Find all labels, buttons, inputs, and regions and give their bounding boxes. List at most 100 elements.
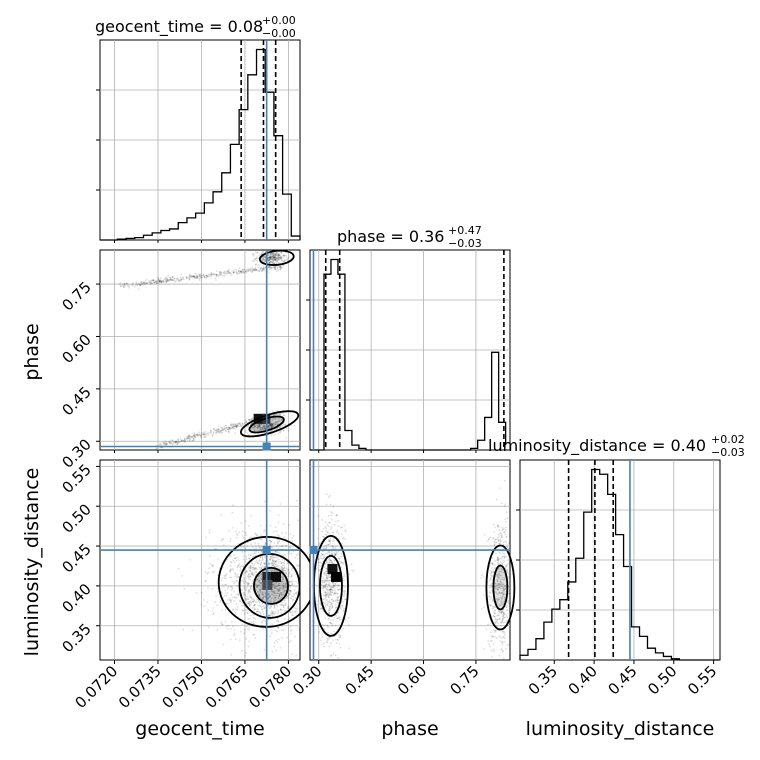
panel-luminosity-distance-vs-phase-point [489,584,492,586]
panel-luminosity-distance-vs-geocent-time-point [282,609,284,612]
panel-luminosity-distance-vs-geocent-time-point [267,599,270,602]
panel-luminosity-distance-vs-geocent-time-point [273,591,276,593]
panel-luminosity-distance-vs-phase-point [500,581,503,584]
panel-luminosity-distance-vs-geocent-time-point [240,545,242,548]
panel-luminosity-distance-vs-phase-frame [309,459,511,661]
panel-phase-vs-geocent-time-point [272,256,274,258]
panel-luminosity-distance-vs-phase-point [493,631,496,634]
panel-phase-vs-geocent-time-point [241,268,244,271]
panel-phase-vs-geocent-time-point [168,279,171,282]
panel-luminosity-distance-vs-phase-point [327,601,329,603]
panel-luminosity-distance-vs-geocent-time-point [245,586,248,589]
panel-phase-vs-geocent-time-point [279,426,281,429]
panel-luminosity-distance-vs-phase-point [328,562,331,564]
panel-luminosity-distance-vs-geocent-time-point [234,608,237,610]
panel-luminosity-distance-vs-phase-point [500,574,502,577]
panel-luminosity-distance-vs-geocent-time-point [213,612,215,614]
panel-luminosity-distance-vs-phase-point [338,558,341,560]
panel-luminosity-distance-vs-phase-point [332,600,335,602]
panel-luminosity-distance-vs-phase-point [495,573,498,576]
panel-luminosity-distance-vs-phase-point [500,610,503,613]
y-axis-label-luminosity-distance: luminosity_distance [21,468,43,657]
panel-luminosity-distance-vs-phase-point [352,569,355,572]
panel-phase-vs-geocent-time-point [171,443,174,446]
panel-phase-vs-geocent-time-point [227,428,229,431]
panel-luminosity-distance-vs-geocent-time-point [229,555,232,558]
panel-luminosity-distance-vs-geocent-time-point [259,555,262,558]
panel-luminosity-distance-vs-geocent-time-point [247,645,250,648]
panel-luminosity-distance-vs-phase-point [493,615,495,618]
panel-luminosity-distance-vs-geocent-time-point [257,562,259,565]
panel-luminosity-distance-vs-phase-point [334,603,337,606]
panel-luminosity-distance-vs-phase-point [323,624,325,627]
panel-luminosity-distance-vs-phase-point [334,553,337,556]
panel-luminosity-distance-vs-phase-point [502,587,504,589]
panel-phase-vs-geocent-time-point [279,258,282,260]
panel-phase-vs-geocent-time-point [193,432,196,434]
panel-phase-vs-geocent-time-point [221,427,224,430]
panel-phase-vs-geocent-time-point [258,269,260,272]
xtick-label-luminosity-distance-0: 0.35 [525,662,561,698]
panel-phase-vs-geocent-time-point [215,279,217,281]
panel-phase-vs-geocent-time-point [203,275,206,277]
panel-luminosity-distance-vs-phase-point [326,604,329,606]
panel-luminosity-distance-vs-phase-point [328,540,331,542]
panel-phase-vs-geocent-time-point [156,280,159,283]
panel-luminosity-distance-vs-geocent-time-point [289,612,292,614]
panel-luminosity-distance-vs-phase-point [497,557,499,559]
panel-luminosity-distance-vs-geocent-time-point [269,558,271,560]
panel-luminosity-distance-vs-phase-point [495,587,498,590]
panel-luminosity-distance-vs-geocent-time-point [287,569,289,572]
panel-luminosity-distance-vs-phase-point [337,592,339,595]
panel-luminosity-distance-vs-geocent-time-point [242,555,245,557]
panel-luminosity-distance-vs-geocent-time-point [272,590,274,593]
panel-luminosity-distance-vs-phase-point [328,584,331,586]
panel-luminosity-distance-vs-geocent-time-point [260,550,263,553]
panel-luminosity-distance-vs-geocent-time-point [253,606,256,609]
panel-phase-vs-geocent-time-point [275,257,277,259]
panel-phase-vs-geocent-time-point [132,283,134,286]
panel-luminosity-distance-vs-geocent-time-point [274,585,277,588]
panel-phase-vs-geocent-time-point [155,280,157,283]
panel-phase-vs-geocent-time-point [263,261,266,263]
panel-luminosity-distance-vs-phase-point [494,629,497,632]
panel-phase-vs-geocent-time-point [198,273,201,276]
panel-luminosity-distance-vs-phase-point [333,593,335,596]
panel-luminosity-distance-vs-phase-point [332,589,334,592]
panel-luminosity-distance-vs-geocent-time-point [227,598,230,601]
panel-luminosity-distance-vs-geocent-time-point [273,586,276,589]
panel-luminosity-distance-vs-geocent-time-point [246,583,249,585]
panel-luminosity-distance-vs-geocent-time-point [231,588,234,590]
panel-phase-vs-geocent-time-point [273,256,276,258]
panel-luminosity-distance-vs-phase-point [321,633,323,635]
panel-luminosity-distance-vs-phase-point [325,570,327,573]
panel-luminosity-distance-vs-phase-point [342,610,345,612]
panel-phase-vs-geocent-time-point [192,439,195,442]
panel-luminosity-distance-vs-geocent-time-point [287,574,290,577]
panel-luminosity-distance-vs-geocent-time-point [274,596,276,599]
panel-phase-vs-geocent-time-point [262,424,265,427]
panel-luminosity-distance-vs-geocent-time-point [248,603,251,606]
panel-luminosity-distance-vs-geocent-time-point [285,570,287,573]
panel-luminosity-distance-vs-phase-point [505,614,508,617]
panel-luminosity-distance-vs-phase-point [490,574,492,577]
panel-phase-vs-geocent-time-point [270,422,273,425]
panel-luminosity-distance-vs-geocent-time-point [237,564,240,567]
panel-luminosity-distance-vs-phase-point [500,574,502,577]
panel-phase-vs-geocent-time-point [242,270,245,273]
panel-luminosity-distance-vs-geocent-time-point [272,557,274,559]
panel-phase-vs-geocent-time-point [189,274,191,276]
panel-phase-vs-geocent-time-point [268,256,271,259]
panel-luminosity-distance-vs-geocent-time-point [291,536,293,539]
panel-phase-vs-geocent-time-point [165,442,168,445]
panel-luminosity-distance-vs-geocent-time-point [215,594,217,597]
panel-luminosity-distance-vs-phase-point [491,600,494,603]
panel-phase-vs-geocent-time-point [267,259,270,262]
panel-luminosity-distance-vs-phase-point [489,605,492,607]
panel-luminosity-distance-vs-geocent-time-point [259,591,262,594]
panel-luminosity-distance-vs-phase-point [489,579,491,582]
panel-luminosity-distance-vs-phase-point [504,616,507,619]
panel-luminosity-distance-vs-phase-point [318,569,320,572]
panel-phase-vs-geocent-time-point [156,280,158,282]
panel-luminosity-distance-vs-geocent-time-point [289,591,291,594]
